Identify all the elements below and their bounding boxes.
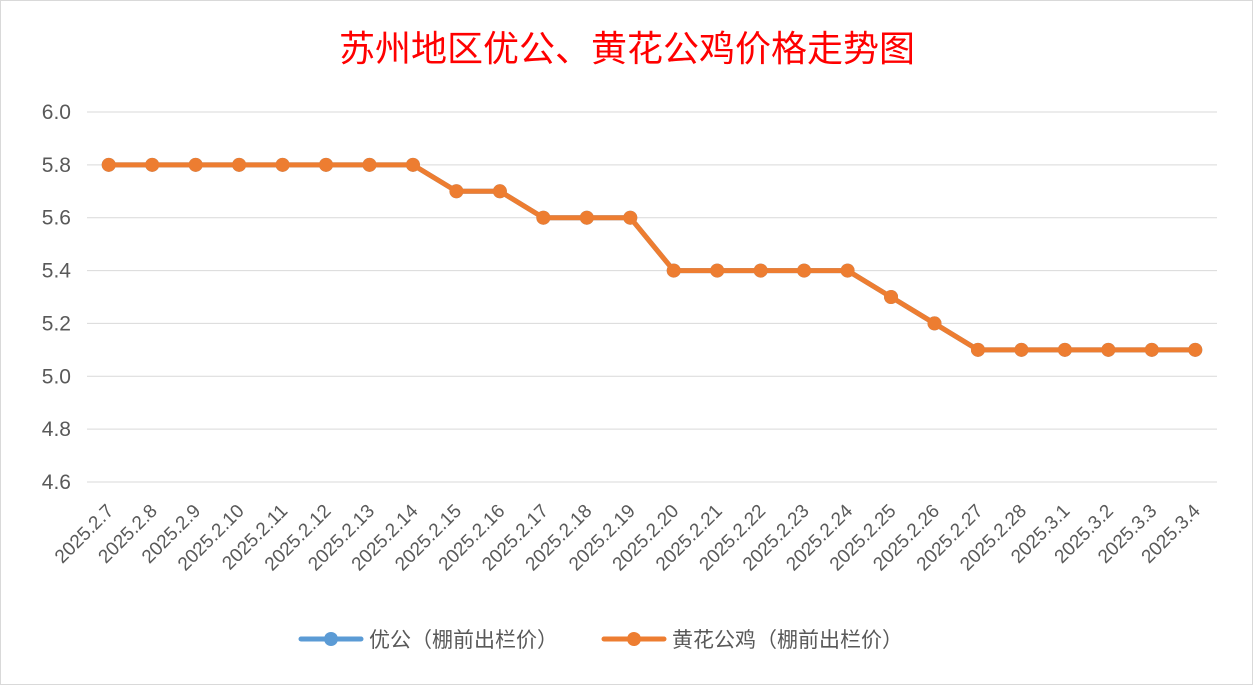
series-line	[106, 162, 1198, 353]
data-point	[927, 316, 942, 331]
data-point	[405, 157, 420, 172]
data-point	[1101, 342, 1116, 357]
data-point	[145, 157, 160, 172]
legend-swatch-marker	[627, 632, 641, 646]
series-layer	[101, 157, 1203, 357]
series-2	[101, 157, 1203, 357]
y-tick-label: 5.6	[42, 207, 71, 230]
data-point	[840, 263, 855, 278]
data-point	[579, 210, 594, 225]
data-point	[884, 290, 899, 304]
data-point	[623, 210, 638, 225]
data-point	[710, 263, 725, 278]
y-tick-label: 6.0	[42, 101, 71, 124]
x-axis-ticks: 2025.2.72025.2.82025.2.92025.2.102025.2.…	[51, 500, 1205, 575]
data-point	[1188, 342, 1203, 357]
legend-item: 黄花公鸡（棚前出栏价）	[601, 628, 903, 652]
y-tick-label: 4.8	[42, 418, 71, 441]
data-point	[101, 157, 116, 172]
data-point	[1144, 342, 1159, 357]
data-point	[492, 184, 507, 199]
y-tick-label: 5.4	[42, 260, 72, 283]
legend-label: 优公（棚前出栏价）	[369, 628, 558, 652]
data-point	[319, 157, 334, 172]
data-point	[753, 263, 768, 278]
data-point	[970, 342, 985, 357]
data-point	[1014, 342, 1029, 357]
y-tick-label: 5.0	[42, 365, 71, 388]
data-point	[536, 210, 551, 225]
legend-label: 黄花公鸡（棚前出栏价）	[672, 628, 903, 652]
y-tick-label: 5.8	[42, 154, 71, 177]
data-point	[188, 157, 203, 172]
data-point	[362, 157, 377, 172]
data-point	[449, 184, 464, 199]
gridlines	[87, 111, 1217, 483]
legend-item: 优公（棚前出栏价）	[298, 628, 558, 652]
data-point	[232, 157, 247, 172]
data-point	[797, 263, 812, 278]
data-point	[275, 157, 290, 172]
data-point	[1057, 342, 1072, 357]
series-1	[101, 157, 1203, 357]
y-tick-label: 5.2	[42, 312, 71, 335]
y-axis-ticks: 6.0 5.8 5.6 5.4 5.2 5.0 4.8 4.6	[42, 101, 72, 494]
chart-title: 苏州地区优公、黄花公鸡价格走势图	[339, 29, 915, 70]
series-line	[106, 162, 1198, 353]
legend: 优公（棚前出栏价） 黄花公鸡（棚前出栏价）	[298, 628, 903, 652]
legend-swatch-marker	[324, 632, 338, 646]
data-point	[666, 263, 681, 278]
y-tick-label: 4.6	[42, 471, 71, 494]
